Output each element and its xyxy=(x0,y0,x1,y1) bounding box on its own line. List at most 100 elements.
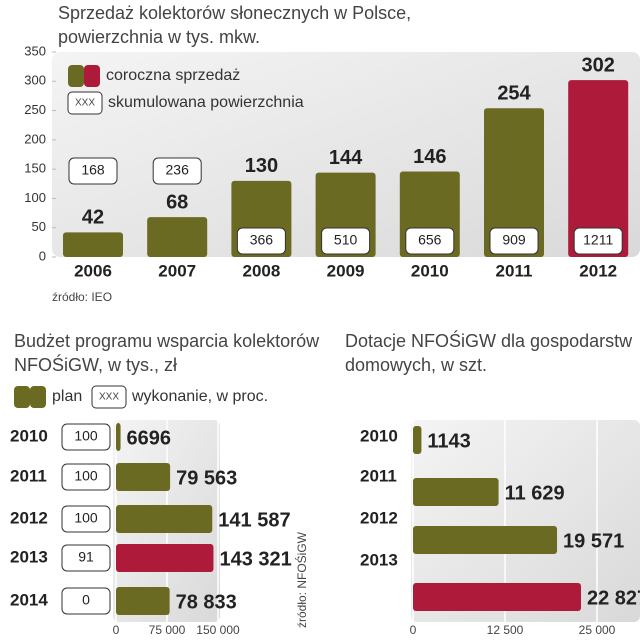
cumulative-label: 909 xyxy=(502,232,526,248)
x-tick-label: 150 000 xyxy=(196,623,240,637)
y-tick-label: 2013 xyxy=(10,547,48,566)
value-label: 19 571 xyxy=(563,530,624,552)
value-label: 130 xyxy=(245,155,278,177)
cumulative-label: 1211 xyxy=(583,232,613,248)
y-tick-label: 2012 xyxy=(360,508,398,527)
value-label: 78 833 xyxy=(176,591,237,613)
y-tick-label: 100 xyxy=(24,190,46,205)
cumulative-box xyxy=(152,157,202,185)
cumulative-box xyxy=(405,227,455,255)
y-tick-label: 350 xyxy=(24,43,46,58)
cumulative-label: 236 xyxy=(166,162,190,178)
y-tick-label: 2012 xyxy=(10,508,48,527)
bar xyxy=(116,463,171,491)
bar xyxy=(568,80,629,257)
plot-background xyxy=(411,420,640,622)
x-tick-label: 2011 xyxy=(496,261,533,280)
value-label: 22 827 xyxy=(587,587,640,609)
bar xyxy=(116,505,213,533)
chart-title: powierzchnia w tys. mkw. xyxy=(58,27,260,47)
x-tick-label: 2012 xyxy=(579,261,617,280)
y-tick-label: 300 xyxy=(24,73,46,88)
y-tick-label: 2013 xyxy=(360,550,398,569)
x-tick-label: 2008 xyxy=(242,261,280,280)
y-tick-label: 2011 xyxy=(360,466,397,485)
x-tick-label: 12 500 xyxy=(487,623,524,637)
x-tick-label: 25 000 xyxy=(579,623,616,637)
bar xyxy=(413,478,499,506)
percent-label: 100 xyxy=(74,510,98,526)
bar xyxy=(116,587,170,615)
percent-box xyxy=(61,587,111,615)
x-tick-label: 0 xyxy=(113,623,120,637)
legend-swatch xyxy=(30,386,46,408)
y-tick-label: 150 xyxy=(24,161,46,176)
y-tick-label: 50 xyxy=(32,219,46,234)
cumulative-box xyxy=(573,227,623,255)
x-tick-label: 2006 xyxy=(74,261,112,280)
value-label: 1143 xyxy=(427,430,470,452)
bar xyxy=(147,217,208,257)
legend-label: wykonanie, w proc. xyxy=(131,388,268,405)
legend-box xyxy=(67,91,103,115)
value-label: 302 xyxy=(582,54,615,76)
legend-box-label: XXX xyxy=(75,98,95,109)
cumulative-label: 168 xyxy=(81,162,105,178)
percent-box xyxy=(61,544,111,572)
percent-label: 100 xyxy=(74,468,98,484)
y-tick-label: 0 xyxy=(39,248,46,263)
y-tick-label: 2010 xyxy=(360,426,398,445)
x-tick-label: 2010 xyxy=(411,261,449,280)
y-tick-label: 2011 xyxy=(10,466,47,485)
chart-title: Budżet programu wsparcia kolektorów xyxy=(14,331,320,351)
bar xyxy=(484,108,544,257)
value-label: 146 xyxy=(413,146,446,168)
legend-label: skumulowana powierzchnia xyxy=(108,94,304,111)
cumulative-box xyxy=(489,227,539,255)
value-label: 254 xyxy=(497,83,531,105)
legend-box xyxy=(91,385,127,409)
legend-label: plan xyxy=(52,388,82,405)
value-label: 11 629 xyxy=(505,482,565,504)
legend-box-label: XXX xyxy=(99,392,119,403)
value-label: 143 321 xyxy=(219,548,291,570)
bar xyxy=(116,423,121,451)
legend-swatch xyxy=(68,65,84,87)
value-label: 42 xyxy=(82,207,104,229)
bar xyxy=(413,583,582,611)
bar xyxy=(413,526,558,554)
percent-box xyxy=(61,463,111,491)
y-tick-label: 200 xyxy=(24,131,46,146)
percent-label: 0 xyxy=(82,592,90,608)
cumulative-box xyxy=(236,227,286,255)
value-label: 141 587 xyxy=(218,509,290,531)
bar xyxy=(116,544,214,572)
cumulative-box xyxy=(321,227,371,255)
percent-box xyxy=(61,423,111,451)
source: źródło: IEO xyxy=(52,290,112,304)
cumulative-label: 510 xyxy=(334,232,358,248)
bar xyxy=(63,232,123,257)
y-tick-label: 2010 xyxy=(10,426,48,445)
x-tick-label: 0 xyxy=(410,623,417,637)
bar xyxy=(413,426,422,454)
cumulative-label: 366 xyxy=(250,232,274,248)
value-label: 6696 xyxy=(127,427,172,449)
chart-title: domowych, w szt. xyxy=(345,355,487,375)
chart-title: Dotacje NFOŚiGW dla gospodarstw xyxy=(345,330,633,351)
y-tick-label: 250 xyxy=(24,102,46,117)
x-tick-label: 2009 xyxy=(327,261,365,280)
legend-swatch xyxy=(84,65,100,87)
cumulative-box xyxy=(68,157,118,185)
chart-title: Sprzedaż kolektorów słonecznych w Polsce… xyxy=(58,3,411,23)
value-label: 68 xyxy=(166,191,188,213)
y-tick-label: 2014 xyxy=(10,590,48,609)
chart-title: NFOŚiGW, w tys., zł xyxy=(14,354,177,375)
percent-box xyxy=(61,505,111,533)
percent-label: 91 xyxy=(78,549,94,565)
percent-label: 100 xyxy=(74,428,98,444)
x-tick-label: 2007 xyxy=(158,261,196,280)
source: źródło: NFOŚiGW xyxy=(294,531,309,628)
legend-swatch xyxy=(14,386,30,408)
